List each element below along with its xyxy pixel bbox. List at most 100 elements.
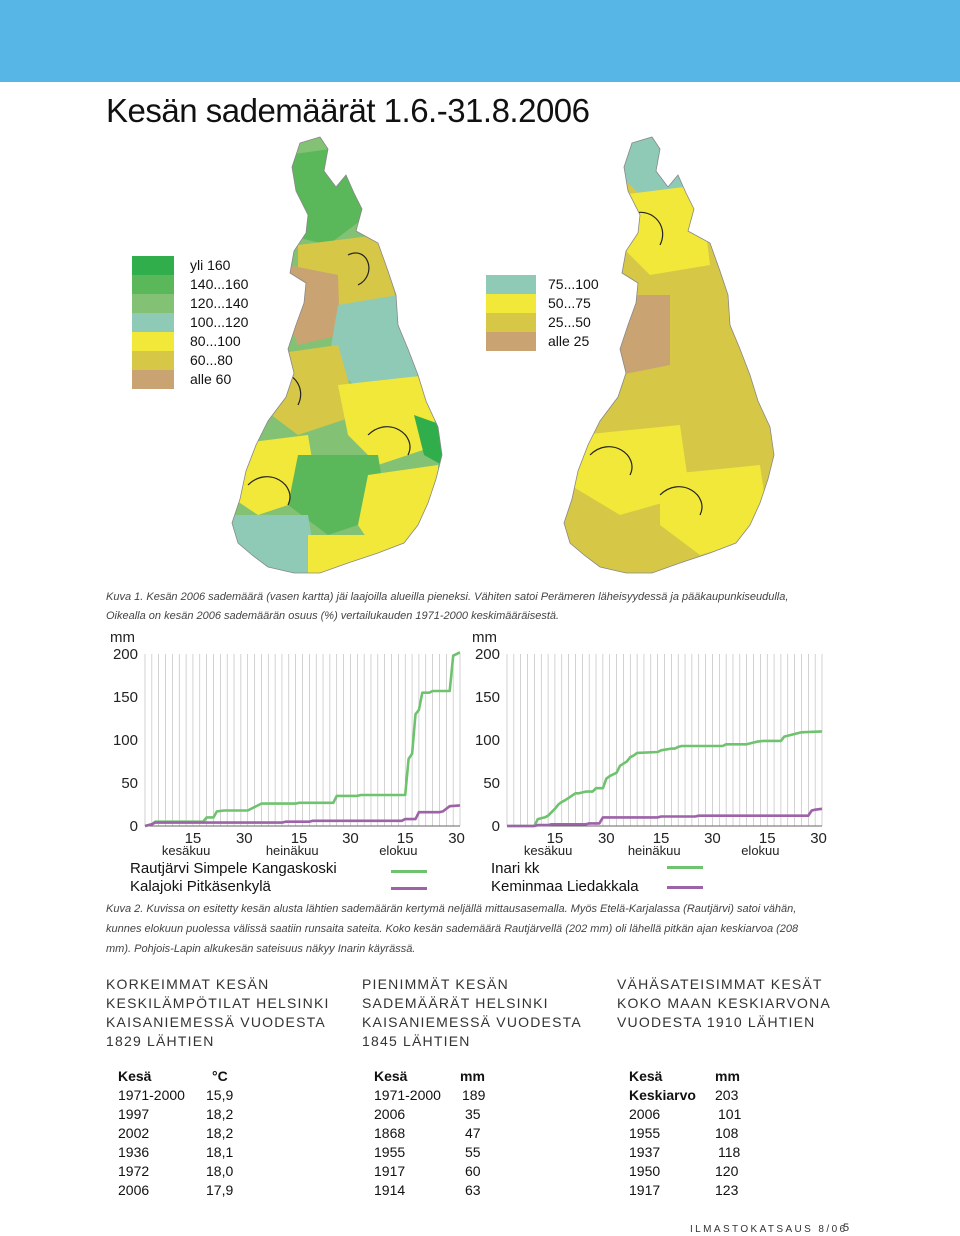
table-cell: 1950 (629, 1163, 661, 1179)
table-cell: 101 (718, 1106, 742, 1122)
table-cell: 1917 (629, 1182, 661, 1198)
table-header-cell: °C (212, 1068, 228, 1084)
series-line (507, 730, 823, 828)
series-line (144, 804, 461, 828)
table-row: 1971-2000 189 (374, 1087, 514, 1106)
table-row: 1950 120 (629, 1163, 769, 1182)
map-legend-right: 75...100 50...75 25...50 alle 25 (486, 275, 606, 351)
table-header: Kesä mm (374, 1068, 514, 1087)
month-label: heinäkuu (628, 843, 681, 858)
y-tick-label: 50 (121, 775, 138, 792)
legend-label: 140...160 (190, 276, 249, 292)
table-cell: 63 (465, 1182, 481, 1198)
table-row: 1937 118 (629, 1144, 769, 1163)
box-title-line: 1845 LÄHTIEN (362, 1033, 471, 1049)
y-tick-label: 150 (475, 689, 500, 706)
month-label: kesäkuu (162, 843, 210, 858)
legend-swatch (132, 332, 174, 351)
legend-item: 50...75 (486, 294, 606, 313)
legend-label: 50...75 (548, 295, 591, 311)
cumulative-rainfall-chart-right: mm 0 50 100 150 200 15 30 15 30 15 30 kesäkuu heinäku… (472, 629, 827, 858)
series-legend-line-green (667, 866, 703, 869)
series-legend-label: Kalajoki Pitkäsenkylä (130, 878, 271, 895)
legend-swatch (132, 275, 174, 294)
y-tick-label: 0 (130, 818, 138, 835)
table-row: 1914 63 (374, 1182, 514, 1201)
legend-label: 60...80 (190, 352, 233, 368)
table-driest-country: Kesä mm Keskiarvo 203 2006 101 1955 108 1937… (629, 1068, 769, 1201)
month-label: elokuu (741, 843, 779, 858)
x-tick-label: 30 (704, 830, 721, 847)
table-warmest-summers: Kesä °C 1971-2000 15,9 1997 18,2 2002 18,2 1… (118, 1068, 258, 1201)
box-title-line: SADEMÄÄRÄT HELSINKI (362, 995, 549, 1011)
box-title-driest-helsinki: PIENIMMÄT KESÄN SADEMÄÄRÄT HELSINKI KAIS… (362, 975, 582, 1051)
table-header: Kesä °C (118, 1068, 258, 1087)
table-cell: 15,9 (206, 1087, 234, 1103)
legend-item: 100...120 (132, 313, 252, 332)
legend-item: yli 160 (132, 256, 252, 275)
table-cell: 35 (465, 1106, 481, 1122)
table-header: Kesä mm (629, 1068, 769, 1087)
box-title-line: 1829 LÄHTIEN (106, 1033, 215, 1049)
legend-label: 80...100 (190, 333, 241, 349)
y-tick-label: 0 (492, 818, 500, 835)
series-legend-label: Inari kk (491, 860, 540, 877)
legend-item: 120...140 (132, 294, 252, 313)
table-row: 1997 18,2 (118, 1106, 258, 1125)
legend-item: 140...160 (132, 275, 252, 294)
table-cell: 2006 (374, 1106, 406, 1122)
table-cell: 123 (715, 1182, 739, 1198)
table-row: 1868 47 (374, 1125, 514, 1144)
x-tick-label: 30 (448, 830, 465, 847)
legend-label: yli 160 (190, 257, 231, 273)
y-axis-label: mm (110, 629, 135, 646)
figure-caption-1-line-1: Kuva 1. Kesän 2006 sademäärä (vasen kart… (106, 591, 789, 603)
box-title-line: VÄHÄSATEISIMMAT KESÄT (617, 976, 823, 992)
x-tick-label: 15 (759, 830, 776, 847)
table-cell: 18,1 (206, 1144, 234, 1160)
box-title-line: VUODESTA 1910 LÄHTIEN (617, 1014, 816, 1030)
legend-item: 75...100 (486, 275, 606, 294)
x-tick-label: 15 (653, 830, 670, 847)
box-title-line: KOKO MAAN KESKIARVONA (617, 995, 831, 1011)
x-tick-label: 30 (598, 830, 615, 847)
y-axis-label: mm (472, 629, 497, 646)
legend-label: alle 60 (190, 371, 232, 387)
table-row: 2002 18,2 (118, 1125, 258, 1144)
table-cell: 1917 (374, 1163, 406, 1179)
legend-item: 25...50 (486, 313, 606, 332)
table-header-cell: Kesä (118, 1068, 152, 1084)
table-cell: 18,2 (206, 1125, 234, 1141)
table-row: 1955 55 (374, 1144, 514, 1163)
table-cell: 2002 (118, 1125, 150, 1141)
legend-label: 25...50 (548, 314, 591, 330)
table-row: 2006 17,9 (118, 1182, 258, 1201)
page-title: Kesän sademäärät 1.6.-31.8.2006 (106, 92, 590, 129)
table-cell: 1914 (374, 1182, 406, 1198)
box-title-warmest-summers: KORKEIMMAT KESÄN KESKILÄMPÖTILAT HELSINK… (106, 975, 330, 1051)
x-tick-label: 15 (291, 830, 308, 847)
legend-swatch (486, 313, 536, 332)
legend-label: 120...140 (190, 295, 249, 311)
legend-item: alle 60 (132, 370, 252, 389)
table-cell: 47 (465, 1125, 481, 1141)
series-legend-label: Rautjärvi Simpele Kangaskoski (130, 860, 337, 877)
map-legend-left: yli 160 140...160 120...140 100...120 80… (132, 256, 252, 389)
table-row: Keskiarvo 203 (629, 1087, 769, 1106)
table-cell: 1936 (118, 1144, 150, 1160)
legend-swatch (132, 351, 174, 370)
series-line (507, 807, 823, 828)
box-title-line: KORKEIMMAT KESÄN (106, 976, 270, 992)
table-cell: 2006 (118, 1182, 150, 1198)
figure-caption-1-line-2: Oikealla on kesän 2006 sademäärän osuus … (106, 610, 560, 622)
series-legend-line-green (391, 870, 427, 873)
y-tick-label: 100 (113, 732, 138, 749)
table-cell: 1868 (374, 1125, 406, 1141)
legend-item: 80...100 (132, 332, 252, 351)
footer-publication: ILMASTOKATSAUS 8/06 (690, 1224, 848, 1235)
y-tick-label: 50 (483, 775, 500, 792)
legend-label: 75...100 (548, 276, 599, 292)
box-title-line: KAISANIEMESSÄ VUODESTA (362, 1014, 582, 1030)
table-cell: 108 (715, 1125, 739, 1141)
rainfall-map-left (231, 136, 443, 574)
